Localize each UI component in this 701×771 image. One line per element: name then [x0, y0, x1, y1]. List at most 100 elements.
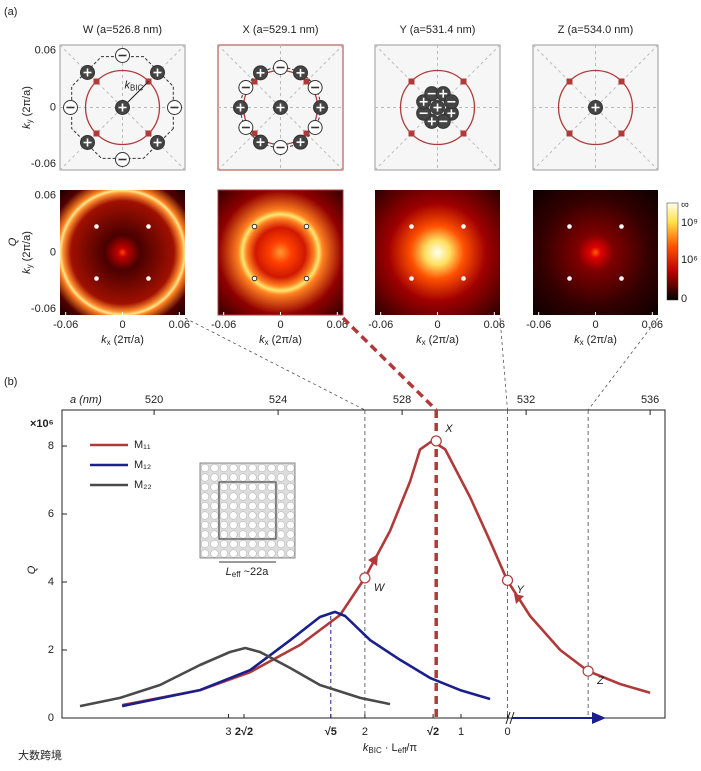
x-axis-label-part: (2π/a): [584, 334, 617, 346]
x-axis-label-part: (2π/a): [269, 334, 302, 346]
inset-hole: [276, 482, 286, 492]
inset-hole: [276, 549, 286, 558]
bic-circle: [84, 69, 161, 146]
y-axis-label: Q: [26, 565, 38, 574]
x-axis-label-part: k: [101, 334, 107, 346]
x-axis-label-part: x: [580, 338, 584, 347]
bic-mark: [461, 224, 466, 229]
point: [430, 435, 442, 447]
bic-dot: [618, 130, 625, 137]
inset-hole: [210, 530, 219, 539]
inset-hole: [210, 473, 219, 482]
inset-hole: [200, 511, 210, 520]
inset-hole: [286, 492, 295, 501]
y-tick-label: 2: [48, 644, 54, 656]
inset-hole: [238, 511, 248, 520]
inset-hole: [200, 473, 210, 482]
legend-label: M₁₁: [134, 439, 151, 451]
inset-hole: [257, 511, 267, 520]
inset-hole: [238, 463, 248, 473]
x-axis-label-part: x: [107, 338, 111, 347]
y-axis-label: ky (2π/a): [21, 231, 34, 274]
x-axis-label: a (nm): [70, 394, 102, 406]
inset-label: Leff ~22a: [226, 566, 270, 579]
inset-hole: [267, 473, 276, 482]
bic-dot: [145, 130, 152, 137]
inset-hole: [219, 482, 229, 492]
bic-mark: [409, 276, 414, 281]
x-axis-label-part: k: [259, 334, 265, 346]
y-tick-label: 4: [48, 576, 54, 588]
inset-hole: [257, 539, 267, 549]
bic-mark: [409, 224, 414, 229]
inset-label-part: L: [226, 566, 232, 578]
inset-hole: [267, 530, 276, 539]
inset-hole: [286, 463, 295, 473]
inset-hole: [219, 492, 229, 501]
point: [582, 665, 594, 677]
k-axis-label-part: BIC: [368, 746, 382, 755]
y-axis-label-part: y: [25, 119, 34, 123]
x-tick-label: 0: [434, 319, 440, 331]
inset-hole: [229, 492, 238, 501]
inset-hole: [257, 530, 267, 539]
inset-hole: [248, 482, 257, 492]
inset-hole: [229, 511, 238, 520]
watermark: 大数跨境: [18, 748, 62, 762]
x-axis-label-part: k: [416, 334, 422, 346]
y-tick-label: 0.06: [35, 45, 56, 57]
y-axis-label-part: k: [21, 268, 33, 274]
series-line: [121, 610, 491, 708]
bic-dot: [460, 130, 467, 137]
x-tick-label: 524: [269, 394, 287, 406]
inset-hole: [219, 511, 229, 520]
y-tick-label: 0: [50, 101, 56, 113]
bic-circle: [557, 69, 634, 146]
x-axis-label: kx (2π/a): [574, 334, 617, 347]
inset-hole: [248, 549, 257, 558]
bic-dot: [460, 78, 467, 85]
x-tick-label: -0.06: [526, 319, 551, 331]
bic-mark: [567, 224, 572, 229]
inset-hole: [210, 492, 219, 501]
k-axis-label: kBIC · Leff/π: [363, 742, 418, 755]
x-axis-label: kx (2π/a): [101, 334, 144, 347]
k-axis-label-part: /π: [406, 742, 417, 754]
bic-mark: [303, 275, 310, 282]
y-axis-label: ky (2π/a): [21, 86, 34, 129]
inset-hole: [210, 463, 219, 473]
q-label: Q: [7, 237, 19, 246]
bic-circle: [399, 69, 476, 146]
inset-hole: [267, 520, 276, 530]
heatmap: [60, 190, 185, 315]
x-tick-label: 0: [277, 319, 283, 331]
x-tick-label: 0: [119, 319, 125, 331]
heatmap: [217, 189, 344, 316]
connector: [499, 317, 508, 411]
colorbar-label: ∞: [681, 199, 689, 211]
y-tick-label: -0.06: [31, 303, 56, 315]
inset-hole: [200, 549, 210, 558]
x-axis-label: kx (2π/a): [416, 334, 459, 347]
kbic-label: kBIC: [125, 79, 144, 92]
inset-hole: [219, 473, 229, 482]
inset-hole: [248, 501, 257, 511]
inset-hole: [210, 511, 219, 520]
point-label: X: [444, 423, 453, 435]
x-tick-label: 0.06: [169, 319, 190, 331]
inset-hole: [200, 492, 210, 501]
y-tick-label: -0.06: [31, 158, 56, 170]
inset-hole: [200, 539, 210, 549]
panel-title: W (a=526.8 nm): [83, 24, 162, 36]
y-axis-label-part: k: [21, 123, 33, 129]
inset-hole: [267, 511, 276, 520]
legend-label: M₂₂: [134, 479, 152, 491]
inset-hole: [229, 520, 238, 530]
inset-label-part: ~22a: [241, 566, 270, 578]
x-axis-label-part: x: [422, 338, 426, 347]
inset-hole: [238, 520, 248, 530]
inset-hole: [286, 539, 295, 549]
bic-dot: [566, 78, 573, 85]
x-tick-label: 528: [393, 394, 411, 406]
bic-mark: [619, 276, 624, 281]
